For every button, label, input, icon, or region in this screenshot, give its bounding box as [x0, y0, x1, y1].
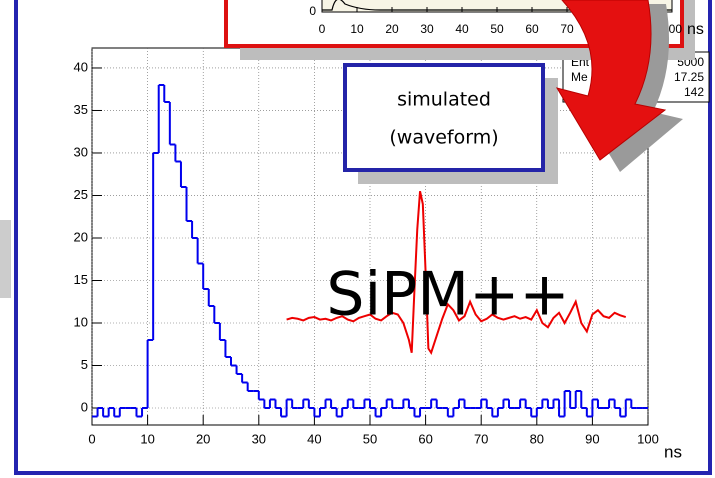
histogram-bin	[118, 406, 126, 417]
inset-curve	[322, 0, 672, 11]
x-tick-label: 80	[530, 431, 544, 446]
inset-x-tick-label: 70	[560, 22, 574, 36]
histogram-bin	[519, 398, 526, 408]
y-tick-label: 25	[74, 187, 88, 202]
histogram-bin	[402, 398, 409, 408]
callout-text: (waveform)	[389, 127, 498, 149]
inset-x-tick-label: 40	[455, 22, 469, 36]
histogram-bin	[241, 373, 248, 384]
histogram-bin	[391, 399, 398, 409]
histogram-bin	[141, 406, 148, 417]
histogram-bin	[430, 398, 437, 408]
histogram-bin	[257, 390, 265, 401]
histogram-bin	[380, 406, 387, 417]
histogram-bin	[207, 288, 215, 307]
histogram-bin	[213, 305, 220, 324]
waveform-line	[286, 191, 627, 356]
histogram-bin	[463, 399, 471, 409]
histogram-bin	[324, 398, 332, 408]
inset-x-tick-label: 10	[350, 22, 364, 36]
y-tick-label: 15	[74, 272, 88, 287]
x-tick-label: 70	[474, 431, 488, 446]
callout: simulated (waveform)	[343, 63, 558, 184]
y-tick-label: 0	[81, 399, 88, 414]
x-tick-label: 20	[196, 431, 210, 446]
x-tick-label: 60	[418, 431, 432, 446]
histogram-bin	[419, 406, 426, 417]
stats-value: 142	[684, 85, 704, 99]
stats-label: Me	[571, 70, 588, 84]
histogram-bin	[341, 406, 348, 417]
x-tick-label: 40	[307, 431, 321, 446]
x-tick-label: 50	[363, 431, 377, 446]
histogram-bin	[535, 406, 543, 417]
histogram-bin	[152, 151, 159, 340]
inset-x-tick-label: 20	[385, 22, 399, 36]
x-tick-label: 30	[252, 431, 266, 446]
histogram-bin	[502, 398, 509, 408]
arrow	[555, 0, 683, 172]
histogram-bin	[630, 399, 637, 409]
stats-value: 17.25	[674, 70, 704, 84]
x-tick-label: 0	[88, 431, 95, 446]
histogram-bin	[452, 406, 459, 417]
histogram-bin	[179, 161, 187, 188]
histogram-bin	[608, 398, 615, 408]
histogram-bin	[196, 237, 204, 265]
histogram-bin	[624, 398, 632, 417]
histogram-bin	[496, 406, 504, 417]
histogram-bin	[457, 398, 465, 408]
y-tick-label: 40	[74, 59, 88, 74]
histogram-bin	[302, 398, 309, 408]
histogram-bin	[596, 399, 604, 409]
histogram-bin	[168, 101, 176, 146]
banner: SiPM++	[326, 260, 569, 330]
histogram-bin	[218, 322, 226, 341]
histogram-bin	[185, 186, 193, 222]
histogram-bin	[230, 356, 237, 367]
y-tick-label: 5	[81, 357, 88, 372]
inset-y-tick-label: 0	[309, 4, 316, 18]
arrow-shape	[555, 0, 667, 161]
y-tick-label: 30	[74, 144, 88, 159]
x-tick-label: 100	[637, 431, 659, 446]
histogram-bin	[508, 399, 515, 409]
histogram-bin	[268, 398, 276, 408]
histogram-bin	[435, 399, 443, 409]
histogram-bin	[552, 398, 560, 408]
callout-text: simulated	[397, 89, 491, 111]
x-tick-label: 10	[140, 431, 154, 446]
histogram-bin	[480, 398, 487, 408]
histogram-bin	[291, 399, 298, 409]
y-tick-label: 10	[74, 314, 88, 329]
histogram-bin	[224, 339, 231, 358]
histogram-bin	[541, 398, 548, 408]
histogram-bin	[346, 398, 354, 408]
histogram-bin	[318, 406, 326, 417]
inset-x-tick-label: 0	[319, 22, 326, 36]
side-tab	[0, 220, 11, 298]
histogram-bin	[263, 399, 270, 409]
histogram-bin	[363, 398, 370, 408]
histogram-bin	[246, 382, 254, 392]
callout-box	[343, 63, 545, 172]
y-tick-label: 20	[74, 229, 88, 244]
histogram-bin	[569, 390, 576, 409]
x-axis-label: ns	[664, 442, 682, 461]
inset-x-tick-label: 50	[490, 22, 504, 36]
histogram-bin	[385, 398, 393, 408]
histogram-bin	[352, 399, 359, 409]
inset-x-tick-label: 60	[525, 22, 539, 36]
inset: 01020304050607080901000ns	[224, 0, 704, 60]
histogram-bin	[591, 398, 598, 417]
inset-x-tick-label: 30	[420, 22, 434, 36]
histogram-bin	[546, 399, 554, 409]
x-tick-label: 90	[585, 431, 599, 446]
inset-x-axis-label: ns	[687, 21, 704, 38]
y-tick-label: 35	[74, 102, 88, 117]
histogram-bin	[285, 398, 293, 417]
